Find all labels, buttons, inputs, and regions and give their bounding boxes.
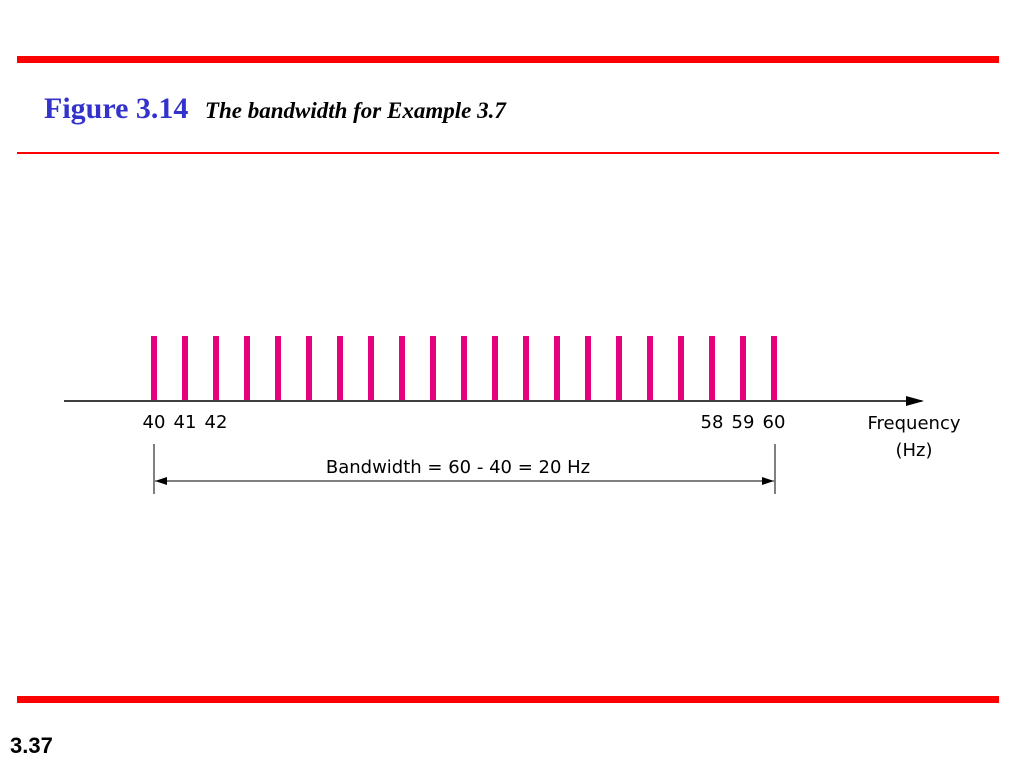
figure-number: Figure 3.14 — [44, 92, 189, 125]
spectrum-line-56hz — [647, 336, 653, 400]
spectrum-line-50hz — [461, 336, 467, 400]
spectrum-line-45hz — [306, 336, 312, 400]
spectrum-line-42hz — [213, 336, 219, 400]
title-underline-rule — [17, 152, 999, 154]
spectrum-line-46hz — [337, 336, 343, 400]
spectrum-line-41hz — [182, 336, 188, 400]
spectrum-line-53hz — [554, 336, 560, 400]
spectrum-line-55hz — [616, 336, 622, 400]
spectrum-line-49hz — [430, 336, 436, 400]
spectrum-line-40hz — [151, 336, 157, 400]
tick-label-40: 40 — [143, 412, 166, 433]
tick-label-59: 59 — [732, 412, 755, 433]
slide-number: 3.37 — [10, 733, 53, 758]
tick-label-41: 41 — [174, 412, 197, 433]
spectrum-line-60hz — [771, 336, 777, 400]
axis-label-frequency: Frequency — [868, 413, 961, 434]
spectrum-line-58hz — [709, 336, 715, 400]
spectrum-line-44hz — [275, 336, 281, 400]
figure-title: Figure 3.14 The bandwidth for Example 3.… — [44, 92, 506, 126]
spectrum-line-54hz — [585, 336, 591, 400]
bottom-red-rule — [17, 696, 999, 703]
spectrum-line-48hz — [399, 336, 405, 400]
tick-label-60: 60 — [763, 412, 786, 433]
figure-caption: The bandwidth for Example 3.7 — [204, 98, 506, 123]
bandwidth-label: Bandwidth = 60 - 40 = 20 Hz — [326, 457, 590, 478]
spectrum-line-43hz — [244, 336, 250, 400]
tick-label-42: 42 — [205, 412, 228, 433]
spectrum-lines — [151, 336, 777, 400]
tick-labels: 40 41 42 58 59 60 — [143, 412, 786, 433]
axis-label-unit: (Hz) — [895, 440, 932, 461]
spectrum-line-57hz — [678, 336, 684, 400]
spectrum-line-52hz — [523, 336, 529, 400]
top-red-rule — [17, 56, 999, 63]
tick-label-58: 58 — [701, 412, 724, 433]
spectrum-line-47hz — [368, 336, 374, 400]
spectrum-line-51hz — [492, 336, 498, 400]
spectrum-line-59hz — [740, 336, 746, 400]
